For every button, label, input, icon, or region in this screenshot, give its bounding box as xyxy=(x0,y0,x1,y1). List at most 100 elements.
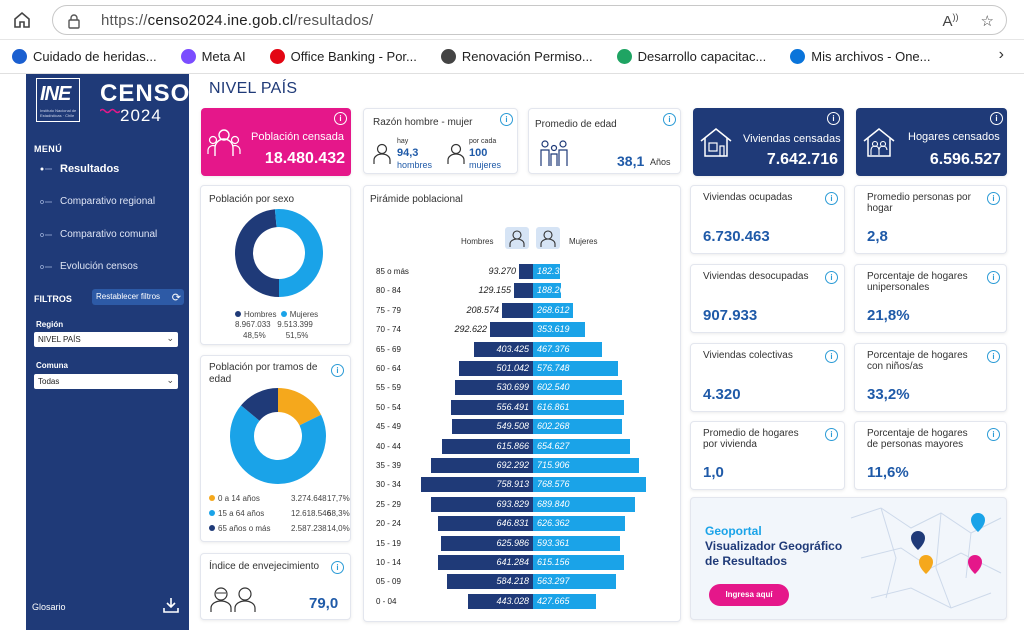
donut-slice-mujeres[interactable] xyxy=(274,209,323,297)
pyramid-bar-hombres[interactable]: 549.508 xyxy=(452,419,533,435)
pyramid-bar-mujeres[interactable]: 593.361 xyxy=(533,535,620,551)
pyramid-bar-hombres[interactable]: 129.155 xyxy=(473,283,533,299)
donut-slice-65-a-os-o-m-s[interactable] xyxy=(241,388,278,421)
pyramid-bar-mujeres[interactable]: 182.316 xyxy=(533,264,570,279)
pyramid-age-label: 55 - 59 xyxy=(376,383,401,393)
menu-item-resultados[interactable]: Resultados xyxy=(40,163,119,175)
info-icon[interactable]: i xyxy=(663,113,676,126)
info-icon[interactable]: i xyxy=(987,192,1000,205)
pyramid-bar-mujeres[interactable]: 576.748 xyxy=(533,361,618,376)
info-icon[interactable]: i xyxy=(825,350,838,363)
promedio-edad-card: Promedio de edad i 38,1 Años xyxy=(528,108,681,174)
pyramid-bar-hombres[interactable]: 556.491 xyxy=(451,399,533,415)
menu-item-evolucion-censos[interactable]: Evolución censos xyxy=(40,261,138,272)
url-field[interactable]: https://censo2024.ine.gob.cl/resultados/… xyxy=(52,5,1007,35)
stat-card: Promedio de hogares por vivienda i 1,0 xyxy=(690,421,845,490)
info-icon[interactable]: i xyxy=(334,112,347,125)
legend-swatch xyxy=(235,311,241,317)
pyramid-bar-mujeres[interactable]: 427.665 xyxy=(533,593,596,609)
pyramid-bar-mujeres[interactable]: 626.362 xyxy=(533,516,625,532)
menu-item-label: Resultados xyxy=(60,163,120,175)
pyramid-bar-hombres[interactable]: 615.866 xyxy=(442,438,533,454)
censo-brand-year: 2024 xyxy=(120,106,162,125)
pyramid-bar-mujeres[interactable]: 689.840 xyxy=(533,496,635,512)
read-aloud-icon[interactable]: A)) xyxy=(942,12,959,30)
bookmark-item[interactable]: Renovación Permiso... xyxy=(440,49,593,64)
bookmark-item[interactable]: Desarrollo capacitac... xyxy=(616,49,767,64)
pyramid-bar-mujeres[interactable]: 602.540 xyxy=(533,380,622,396)
region-select[interactable]: NIVEL PAÍS ⌄ xyxy=(34,332,178,347)
geoportal-card[interactable]: Geoportal Visualizador Geográfico de Res… xyxy=(690,497,1007,620)
pyramid-bar-mujeres[interactable]: 268.612 xyxy=(533,302,573,318)
bookmark-item[interactable]: Mis archivos - One... xyxy=(790,49,931,64)
pyramid-bar-mujeres[interactable]: 188.269 xyxy=(533,283,570,299)
pyramid-bar-hombres[interactable]: 443.028 xyxy=(468,593,533,609)
pyramid-bar-mujeres[interactable]: 715.906 xyxy=(533,458,639,473)
pyramid-age-label: 65 - 69 xyxy=(376,344,401,354)
info-icon[interactable]: i xyxy=(825,271,838,284)
menu-label: MENÚ xyxy=(34,144,63,154)
pyramid-bar-hombres[interactable]: 625.986 xyxy=(441,535,533,551)
pyramid-bar-mujeres[interactable]: 563.297 xyxy=(533,574,616,590)
favorite-star-icon[interactable]: ☆ xyxy=(980,13,994,30)
pyramid-bar-hombres[interactable]: 693.829 xyxy=(431,496,533,512)
pyramid-bar-hombres[interactable]: 758.913 xyxy=(421,477,533,493)
pyramid-bar-hombres[interactable]: 208.574 xyxy=(466,302,533,318)
bookmark-label: Desarrollo capacitac... xyxy=(637,49,767,64)
info-icon[interactable]: i xyxy=(825,428,838,441)
pyramid-bar-mujeres[interactable]: 616.861 xyxy=(533,399,624,415)
comuna-select[interactable]: Todas ⌄ xyxy=(34,374,178,389)
info-icon[interactable]: i xyxy=(987,350,1000,363)
download-icon[interactable] xyxy=(162,596,180,614)
pyramid-bar-hombres[interactable]: 641.284 xyxy=(438,555,533,570)
pyramid-bar-fill xyxy=(502,302,533,318)
bookmark-item[interactable]: Office Banking - Por... xyxy=(269,49,417,64)
donut-slice-hombres[interactable] xyxy=(234,209,279,297)
pyramid-bar-mujeres[interactable]: 353.619 xyxy=(533,322,585,338)
home-icon[interactable] xyxy=(12,10,32,30)
envejecimiento-title: Índice de envejecimiento xyxy=(209,561,320,572)
pyramid-bar-hombres[interactable]: 501.042 xyxy=(459,361,533,376)
info-icon[interactable]: i xyxy=(331,561,344,574)
info-icon[interactable]: i xyxy=(500,113,513,126)
pyramid-bar-hombres[interactable]: 646.831 xyxy=(438,516,533,532)
pyramid-bar-hombres[interactable]: 292.622 xyxy=(454,322,533,338)
ine-logo[interactable]: INE Instituto Nacional de Estadísticas ·… xyxy=(36,78,80,122)
chevron-right-icon[interactable]: › xyxy=(998,46,1004,63)
glosario-link[interactable]: Glosario xyxy=(32,602,66,612)
pyramid-bar-hombres[interactable]: 584.218 xyxy=(447,574,533,590)
pyramid-bar-mujeres[interactable]: 654.627 xyxy=(533,438,630,454)
bookmark-label: Office Banking - Por... xyxy=(290,49,417,64)
pyramid-bar-hombres[interactable]: 530.699 xyxy=(455,380,533,396)
legend-label: 15 a 64 años xyxy=(218,509,265,518)
stat-card: Porcentaje de hogares con niños/as i 33,2% xyxy=(854,343,1007,412)
reset-filters-button[interactable]: Restablecer filtros ⟳ xyxy=(92,289,184,305)
pyramid-bar-hombres[interactable]: 692.292 xyxy=(431,458,533,473)
family-icon xyxy=(540,140,568,166)
info-icon[interactable]: i xyxy=(987,271,1000,284)
stat-value: 1,0 xyxy=(703,464,724,481)
donut-slice-0-a-14-a-os[interactable] xyxy=(278,388,322,426)
pyramid-bar-hombres[interactable]: 403.425 xyxy=(474,341,533,357)
sexo-legend: Hombres Mujeres xyxy=(235,310,318,319)
pyramid-bar-hombres[interactable]: 93.270 xyxy=(473,264,533,279)
pyramid-bar-mujeres[interactable]: 602.268 xyxy=(533,419,622,435)
bookmark-item[interactable]: Cuidado de heridas... xyxy=(12,49,157,64)
bookmarks-bar: Cuidado de heridas... Meta AI Office Banki… xyxy=(0,40,1024,74)
pyramid-bar-mujeres[interactable]: 467.376 xyxy=(533,341,602,357)
menu-item-comparativo-comunal[interactable]: Comparativo comunal xyxy=(40,229,157,240)
info-icon[interactable]: i xyxy=(827,112,840,125)
info-icon[interactable]: i xyxy=(990,112,1003,125)
pyramid-bar-mujeres[interactable]: 615.156 xyxy=(533,555,624,570)
lock-icon[interactable] xyxy=(67,13,81,29)
ingresa-aqui-button[interactable]: Ingresa aquí xyxy=(709,584,789,606)
bookmark-item[interactable]: Meta AI xyxy=(180,49,246,64)
pyramid-bar-mujeres[interactable]: 768.576 xyxy=(533,477,646,493)
donut-slice-15-a-64-a-os[interactable] xyxy=(230,405,326,484)
stat-value: 6.730.463 xyxy=(703,228,770,245)
pyramid-age-label: 85 o más xyxy=(376,267,409,276)
info-icon[interactable]: i xyxy=(987,428,1000,441)
menu-item-comparativo-regional[interactable]: Comparativo regional xyxy=(40,196,155,207)
info-icon[interactable]: i xyxy=(331,364,344,377)
info-icon[interactable]: i xyxy=(825,192,838,205)
